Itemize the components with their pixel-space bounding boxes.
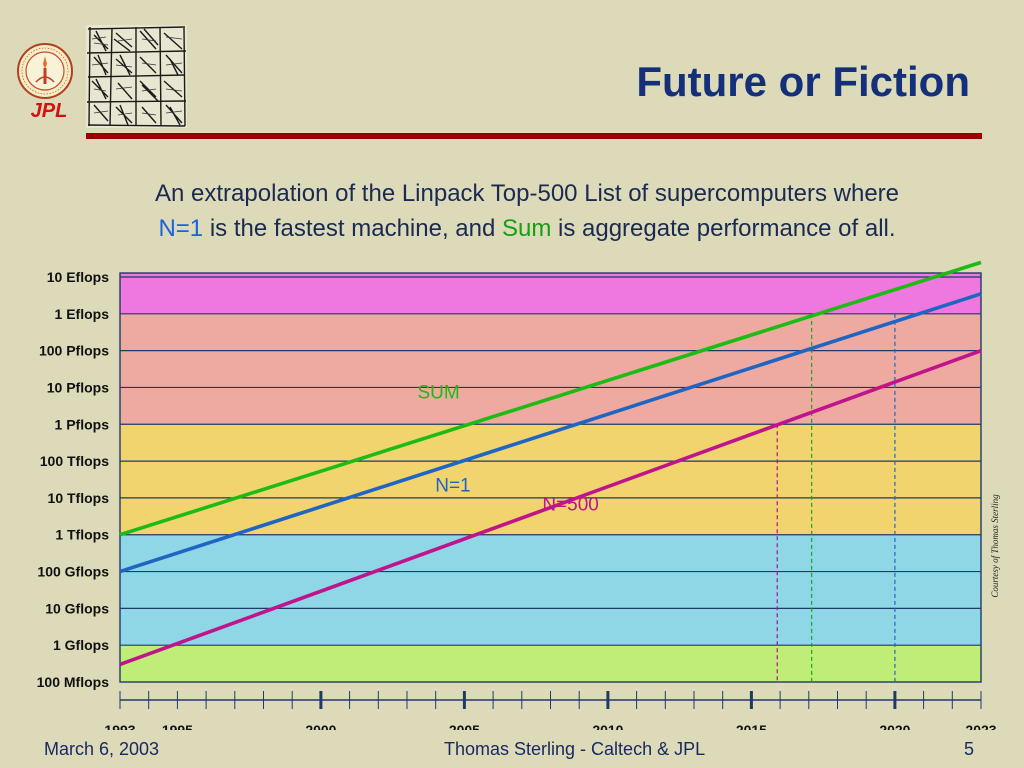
caltech-seal-logo (17, 43, 73, 99)
x-tick-label: 2015 (736, 722, 767, 730)
subtitle-mid-text: is the fastest machine, and (203, 215, 502, 242)
x-tick-label: 2005 (449, 722, 480, 730)
x-tick-label: 1995 (162, 722, 193, 730)
slide-subtitle: An extrapolation of the Linpack Top-500 … (40, 176, 1014, 246)
subtitle-sum-term: Sum (501, 215, 552, 242)
subtitle-n1-term: N=1 (158, 215, 204, 242)
subtitle-end-text: is aggregate performance of all. (551, 215, 896, 242)
x-tick-label: 2010 (592, 722, 623, 730)
x-tick-label: 2000 (305, 722, 336, 730)
chart-band-4 (120, 273, 981, 314)
footer-date: March 6, 2003 (44, 739, 160, 759)
chart-band-0 (120, 645, 981, 682)
chart-band-3 (120, 313, 981, 425)
chart-band-2 (120, 424, 981, 535)
x-axis-ticks (119, 691, 982, 709)
y-tick-label: 100 Pflops (39, 343, 109, 359)
subtitle-line-1: An extrapolation of the Linpack Top-500 … (155, 180, 899, 207)
y-tick-label: 1 Eflops (55, 306, 110, 322)
series-line-n-500 (119, 348, 982, 667)
x-tick-label: 2020 (879, 722, 910, 730)
chart-credit-text: Courtesy of Thomas Sterling (990, 494, 1000, 598)
footer-author: Thomas Sterling - Caltech & JPL (444, 739, 706, 759)
x-tick-label: 2023 (965, 722, 996, 730)
x-tick-label: 1993 (104, 722, 135, 730)
footer-page-number: 5 (964, 739, 975, 759)
y-tick-label: 1 Pflops (55, 416, 110, 432)
y-tick-label: 100 Tflops (40, 453, 109, 469)
series-line-sum (119, 260, 982, 537)
y-tick-label: 100 Gflops (37, 564, 109, 580)
title-divider (86, 133, 982, 139)
svg-text:JPL: JPL (31, 100, 68, 122)
chart-plot-frame (119, 272, 982, 683)
subtitle-line-2: N=1 is the fastest machine, and Sum is a… (40, 211, 1014, 246)
y-tick-label: 10 Pflops (47, 379, 109, 395)
series-label-sum: SUM (417, 383, 459, 404)
y-tick-label: 100 Mflops (37, 674, 110, 690)
y-tick-label: 10 Eflops (47, 269, 109, 285)
chart-band-1 (120, 534, 981, 646)
series-label-n-1: N=1 (435, 475, 470, 496)
performance-extrapolation-chart: 100 Mflops 1 Gflops 10 Gflops 100 Gflops 1 T… (37, 260, 1000, 730)
jpl-logo: JPL (31, 100, 68, 122)
y-tick-label: 1 Tflops (55, 527, 109, 543)
y-tick-label: 10 Tflops (48, 490, 110, 506)
y-tick-label: 1 Gflops (53, 637, 109, 653)
slide-title: Future or Fiction (636, 58, 970, 105)
series-label-n-500: N=500 (542, 495, 599, 516)
building-sketch-image (86, 25, 187, 128)
series-line-n-1 (119, 292, 982, 574)
y-tick-label: 10 Gflops (45, 600, 109, 616)
